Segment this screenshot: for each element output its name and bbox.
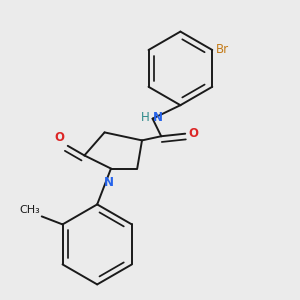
Text: CH₃: CH₃ xyxy=(20,205,40,215)
Text: N: N xyxy=(103,176,113,189)
Text: Br: Br xyxy=(216,44,229,56)
Text: O: O xyxy=(55,131,64,144)
Text: N: N xyxy=(153,112,163,124)
Text: O: O xyxy=(188,127,198,140)
Text: H: H xyxy=(141,112,150,124)
